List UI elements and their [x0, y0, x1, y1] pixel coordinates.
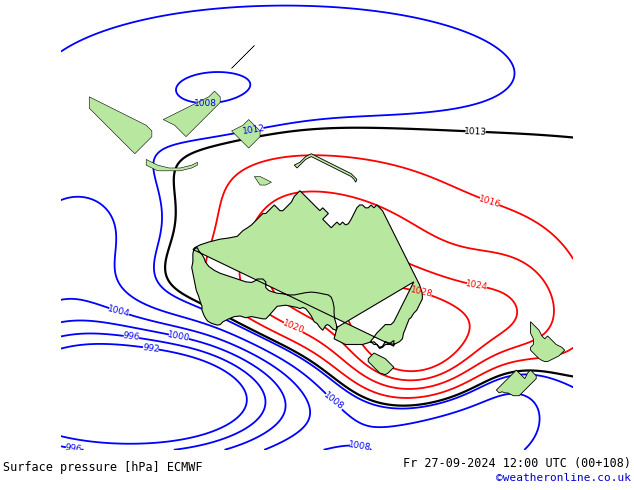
Text: 1012: 1012 [242, 123, 266, 136]
Text: 1008: 1008 [195, 98, 217, 108]
Text: 1028: 1028 [410, 286, 434, 299]
Polygon shape [254, 176, 271, 185]
Text: 992: 992 [141, 343, 160, 354]
Text: 1008: 1008 [322, 391, 346, 413]
Text: 996: 996 [122, 332, 141, 343]
Polygon shape [496, 370, 536, 396]
Text: 1004: 1004 [107, 304, 131, 319]
Polygon shape [146, 159, 197, 171]
Polygon shape [164, 91, 220, 137]
Text: 996: 996 [65, 443, 82, 454]
Text: 1013: 1013 [464, 127, 488, 137]
Text: Surface pressure [hPa] ECMWF: Surface pressure [hPa] ECMWF [3, 461, 203, 474]
Polygon shape [191, 191, 422, 348]
Polygon shape [368, 353, 394, 375]
Polygon shape [231, 46, 254, 68]
Text: ©weatheronline.co.uk: ©weatheronline.co.uk [496, 473, 631, 483]
Polygon shape [294, 154, 357, 182]
Text: Fr 27-09-2024 12:00 UTC (00+108): Fr 27-09-2024 12:00 UTC (00+108) [403, 457, 631, 470]
Text: 1016: 1016 [477, 194, 502, 209]
Text: 1008: 1008 [348, 440, 372, 452]
Polygon shape [231, 120, 260, 148]
Text: 1020: 1020 [281, 319, 306, 336]
Text: 1000: 1000 [167, 330, 191, 343]
Polygon shape [89, 97, 152, 154]
Polygon shape [531, 322, 565, 362]
Text: 1024: 1024 [465, 279, 489, 292]
